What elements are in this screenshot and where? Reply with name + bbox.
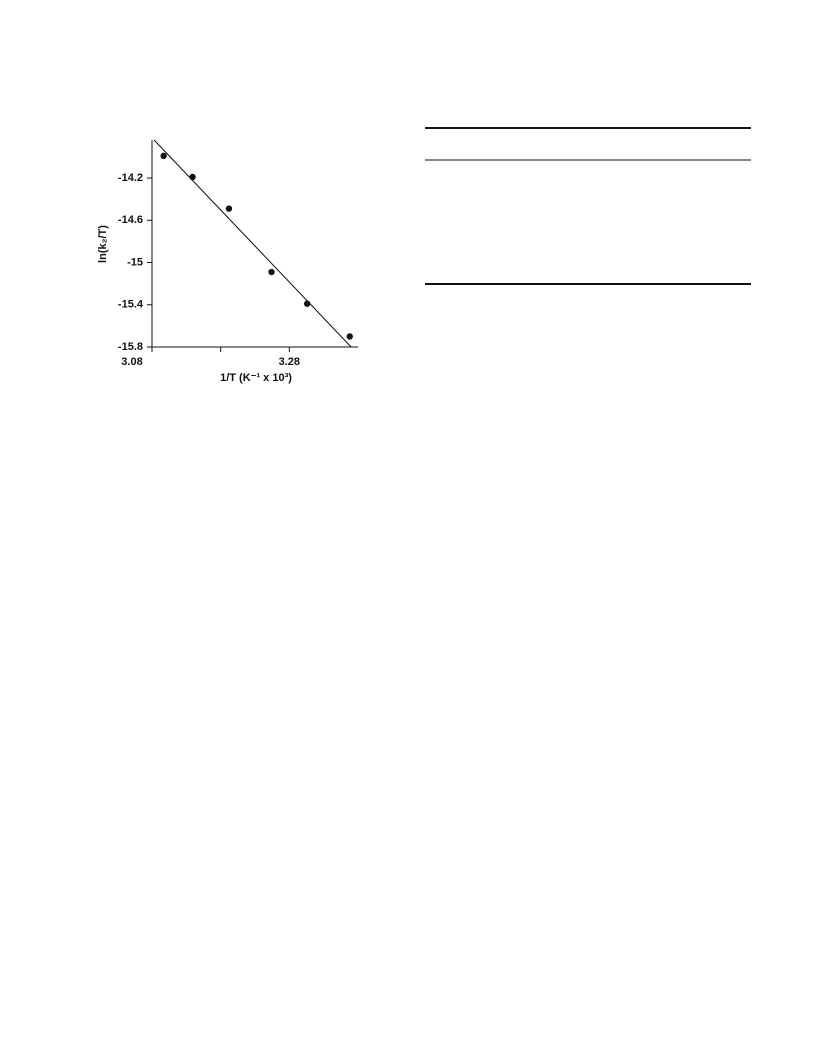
x-axis-label: 1/T (K⁻¹ x 10³): [220, 372, 292, 384]
y-tick-label: -15.8: [118, 341, 143, 353]
data-point: [160, 152, 167, 160]
y-axis-label: ln(k₂/T): [97, 225, 109, 263]
data-point: [346, 333, 353, 340]
data-point: [189, 173, 196, 181]
empty-table: [425, 127, 751, 285]
data-point: [303, 300, 311, 307]
x-tick-label: 3.28: [279, 356, 300, 368]
fit-line: [153, 139, 352, 348]
y-tick-label: -15: [127, 256, 143, 268]
y-tick-label: -14.6: [118, 214, 143, 226]
y-tick-label: -15.4: [118, 299, 144, 311]
x-tick-label: 3.08: [121, 356, 142, 368]
data-point: [225, 205, 233, 212]
data-point: [268, 268, 275, 276]
y-tick-label: -14.2: [118, 172, 143, 184]
